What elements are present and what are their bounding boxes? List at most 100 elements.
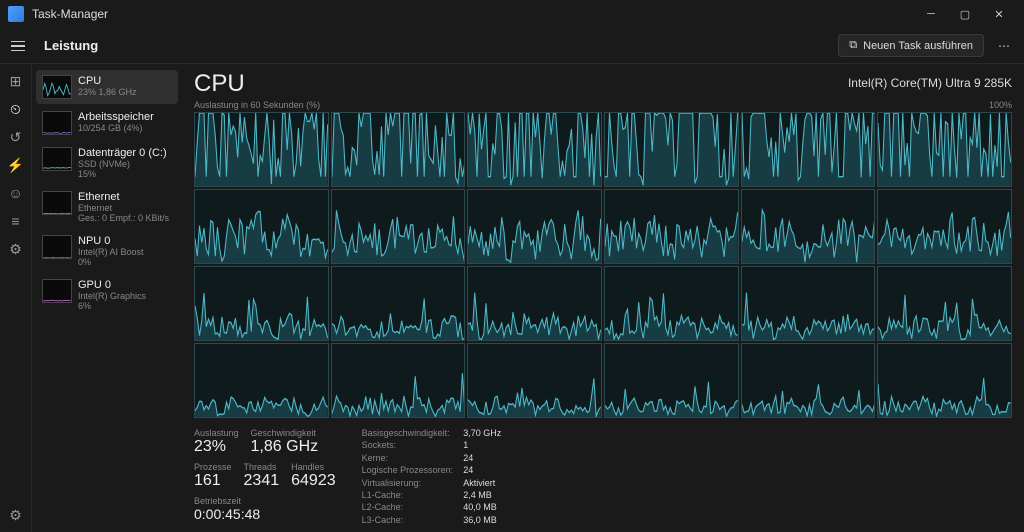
stat-label: Betriebszeit	[194, 496, 336, 506]
detail-value: Aktiviert	[463, 478, 501, 489]
core-chart	[877, 343, 1012, 418]
sidebar-item-sub: Intel(R) AI Boost0%	[78, 247, 144, 267]
core-chart	[467, 343, 602, 418]
mini-graph-icon	[42, 235, 72, 259]
settings-icon[interactable]: ⚙	[7, 506, 25, 524]
window-title: Task-Manager	[32, 7, 108, 21]
app-icon	[8, 6, 24, 22]
axis-right-label: 100%	[989, 100, 1012, 110]
detail-value: 40,0 MB	[463, 502, 501, 513]
sidebar-item-sub: SSD (NVMe)15%	[78, 159, 167, 179]
stat-label: Prozesse	[194, 462, 232, 472]
mini-graph-icon	[42, 111, 72, 135]
nav-rail: ⊞ ⏲ ↺ ⚡ ☺ ≡ ⚙ ⚙	[0, 64, 32, 532]
new-task-button[interactable]: ⧉ Neuen Task ausführen	[838, 34, 984, 57]
core-chart	[877, 112, 1012, 187]
cpu-stats: Auslastung 23% Geschwindigkeit 1,86 GHz …	[194, 418, 1012, 526]
nav-performance-icon[interactable]: ⏲	[7, 100, 25, 118]
stat-label: Geschwindigkeit	[251, 428, 319, 438]
cpu-speed: 1,86 GHz	[251, 438, 319, 456]
detail-value: 36,0 MB	[463, 515, 501, 526]
detail-value: 3,70 GHz	[463, 428, 501, 439]
detail-key: Logische Prozessoren:	[362, 465, 454, 476]
mini-graph-icon	[42, 147, 72, 171]
sidebar-item-label: CPU	[78, 75, 137, 87]
sidebar-item-sub: Intel(R) Graphics6%	[78, 291, 146, 311]
new-task-label: Neuen Task ausführen	[863, 40, 973, 52]
core-chart	[331, 112, 466, 187]
core-chart	[194, 112, 329, 187]
core-chart	[604, 343, 739, 418]
detail-value: 24	[463, 453, 501, 464]
maximize-button[interactable]: ▢	[948, 0, 982, 28]
cpu-threads: 2341	[244, 472, 280, 490]
stat-label: Threads	[244, 462, 280, 472]
core-chart	[331, 189, 466, 264]
detail-key: L3-Cache:	[362, 515, 454, 526]
core-chart	[741, 266, 876, 341]
detail-value: 2,4 MB	[463, 490, 501, 501]
more-button[interactable]: ⋯	[990, 32, 1018, 60]
core-chart	[467, 266, 602, 341]
nav-details-icon[interactable]: ≡	[7, 212, 25, 230]
detail-key: Sockets:	[362, 440, 454, 451]
core-chart	[741, 112, 876, 187]
sidebar-item-sub: 23% 1,86 GHz	[78, 87, 137, 97]
core-grid	[194, 112, 1012, 418]
mini-graph-icon	[42, 191, 72, 215]
nav-processes-icon[interactable]: ⊞	[7, 72, 25, 90]
sidebar-item-sub: EthernetGes.: 0 Empf.: 0 KBit/s	[78, 203, 169, 223]
topbar: Leistung ⧉ Neuen Task ausführen ⋯	[0, 28, 1024, 64]
sidebar-item-label: GPU 0	[78, 279, 146, 291]
cpu-panel: CPU Intel(R) Core(TM) Ultra 9 285K Ausla…	[182, 64, 1024, 532]
sidebar-item-label: Arbeitsspeicher	[78, 111, 154, 123]
nav-startup-icon[interactable]: ⚡	[7, 156, 25, 174]
menu-icon[interactable]	[8, 36, 28, 56]
core-chart	[604, 266, 739, 341]
mini-graph-icon	[42, 279, 72, 303]
cpu-uptime: 0:00:45:48	[194, 506, 336, 522]
sidebar-item-cpu[interactable]: CPU 23% 1,86 GHz	[36, 70, 178, 104]
sidebar-item-ethernet[interactable]: Ethernet EthernetGes.: 0 Empf.: 0 KBit/s	[36, 186, 178, 228]
detail-value: 1	[463, 440, 501, 451]
core-chart	[877, 189, 1012, 264]
sidebar-item-datentr-ger-0-c-[interactable]: Datenträger 0 (C:) SSD (NVMe)15%	[36, 142, 178, 184]
sidebar-item-label: Datenträger 0 (C:)	[78, 147, 167, 159]
sidebar-item-label: Ethernet	[78, 191, 169, 203]
section-title: Leistung	[44, 38, 98, 53]
cpu-model: Intel(R) Core(TM) Ultra 9 285K	[848, 76, 1012, 90]
core-chart	[194, 266, 329, 341]
new-task-icon: ⧉	[849, 39, 857, 52]
axis-left-label: Auslastung in 60 Sekunden (%)	[194, 100, 320, 110]
detail-key: Kerne:	[362, 453, 454, 464]
perf-sidebar: CPU 23% 1,86 GHz Arbeitsspeicher 10/254 …	[32, 64, 182, 532]
core-chart	[741, 343, 876, 418]
detail-key: Basisgeschwindigkeit:	[362, 428, 454, 439]
core-chart	[331, 343, 466, 418]
detail-value: 24	[463, 465, 501, 476]
minimize-button[interactable]: ─	[914, 0, 948, 28]
sidebar-item-arbeitsspeicher[interactable]: Arbeitsspeicher 10/254 GB (4%)	[36, 106, 178, 140]
core-chart	[604, 112, 739, 187]
nav-history-icon[interactable]: ↺	[7, 128, 25, 146]
detail-key: Virtualisierung:	[362, 478, 454, 489]
core-chart	[467, 189, 602, 264]
close-button[interactable]: ✕	[982, 0, 1016, 28]
cpu-utilization: 23%	[194, 438, 239, 456]
core-chart	[331, 266, 466, 341]
sidebar-item-sub: 10/254 GB (4%)	[78, 123, 154, 133]
cpu-handles: 64923	[291, 472, 336, 490]
core-chart	[194, 189, 329, 264]
cpu-heading: CPU	[194, 70, 245, 98]
sidebar-item-npu-0[interactable]: NPU 0 Intel(R) AI Boost0%	[36, 230, 178, 272]
nav-services-icon[interactable]: ⚙	[7, 240, 25, 258]
core-chart	[877, 266, 1012, 341]
core-chart	[741, 189, 876, 264]
sidebar-item-gpu-0[interactable]: GPU 0 Intel(R) Graphics6%	[36, 274, 178, 316]
mini-graph-icon	[42, 75, 72, 99]
core-chart	[194, 343, 329, 418]
nav-users-icon[interactable]: ☺	[7, 184, 25, 202]
core-chart	[467, 112, 602, 187]
core-chart	[604, 189, 739, 264]
sidebar-item-label: NPU 0	[78, 235, 144, 247]
